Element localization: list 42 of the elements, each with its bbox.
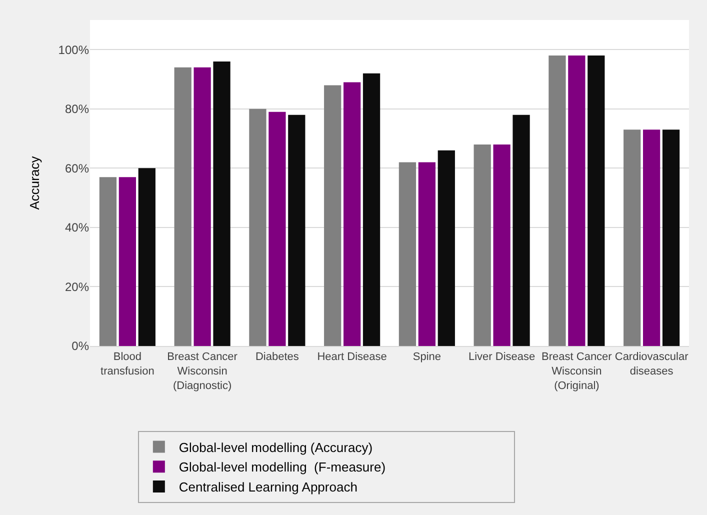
x-tick-label: Cardiovascular diseases	[614, 351, 689, 378]
y-tick-label: 20%	[64, 280, 90, 294]
bar	[548, 56, 566, 346]
x-tick-label: Breast Cancer Wisconsin (Diagnostic)	[167, 351, 238, 392]
bar	[362, 73, 380, 346]
bar	[643, 130, 660, 346]
x-tick-label: Liver Disease	[468, 351, 536, 364]
bar	[99, 177, 117, 346]
bar	[662, 130, 680, 346]
bar	[324, 85, 342, 346]
y-tick-label: 0%	[72, 339, 90, 354]
y-axis-title: Accuracy	[27, 156, 42, 210]
y-tick-label: 60%	[64, 161, 90, 176]
bar	[568, 56, 586, 346]
y-tick-label: 80%	[64, 102, 90, 116]
bar	[474, 144, 491, 346]
bar	[398, 162, 416, 346]
y-tick-label: 100%	[58, 42, 90, 57]
bar	[249, 108, 266, 346]
bar	[138, 168, 156, 346]
bar	[213, 61, 230, 346]
x-tick-label: Blood transfusion	[100, 351, 154, 378]
bar	[194, 67, 211, 346]
legend-label: Global-level modelling (Accuracy)	[178, 440, 373, 455]
bar	[288, 114, 306, 346]
bar	[118, 177, 136, 346]
x-tick-label: Diabetes	[255, 351, 300, 364]
legend-label: Global-level modelling (F-measure)	[178, 460, 386, 475]
bar	[174, 67, 192, 346]
bar	[512, 114, 530, 346]
y-tick-label: 40%	[64, 220, 90, 235]
bar	[418, 162, 436, 346]
x-tick-label: Breast Cancer Wisconsin (Original)	[542, 351, 612, 392]
bar	[438, 150, 455, 346]
bar	[268, 112, 286, 346]
bar	[588, 56, 605, 346]
x-tick-label: Heart Disease	[317, 351, 387, 364]
x-tick-label: Spine	[412, 351, 442, 364]
bar	[493, 144, 510, 346]
legend-label: Centralised Learning Approach	[178, 480, 358, 495]
bar	[344, 82, 361, 346]
bar	[624, 130, 641, 346]
